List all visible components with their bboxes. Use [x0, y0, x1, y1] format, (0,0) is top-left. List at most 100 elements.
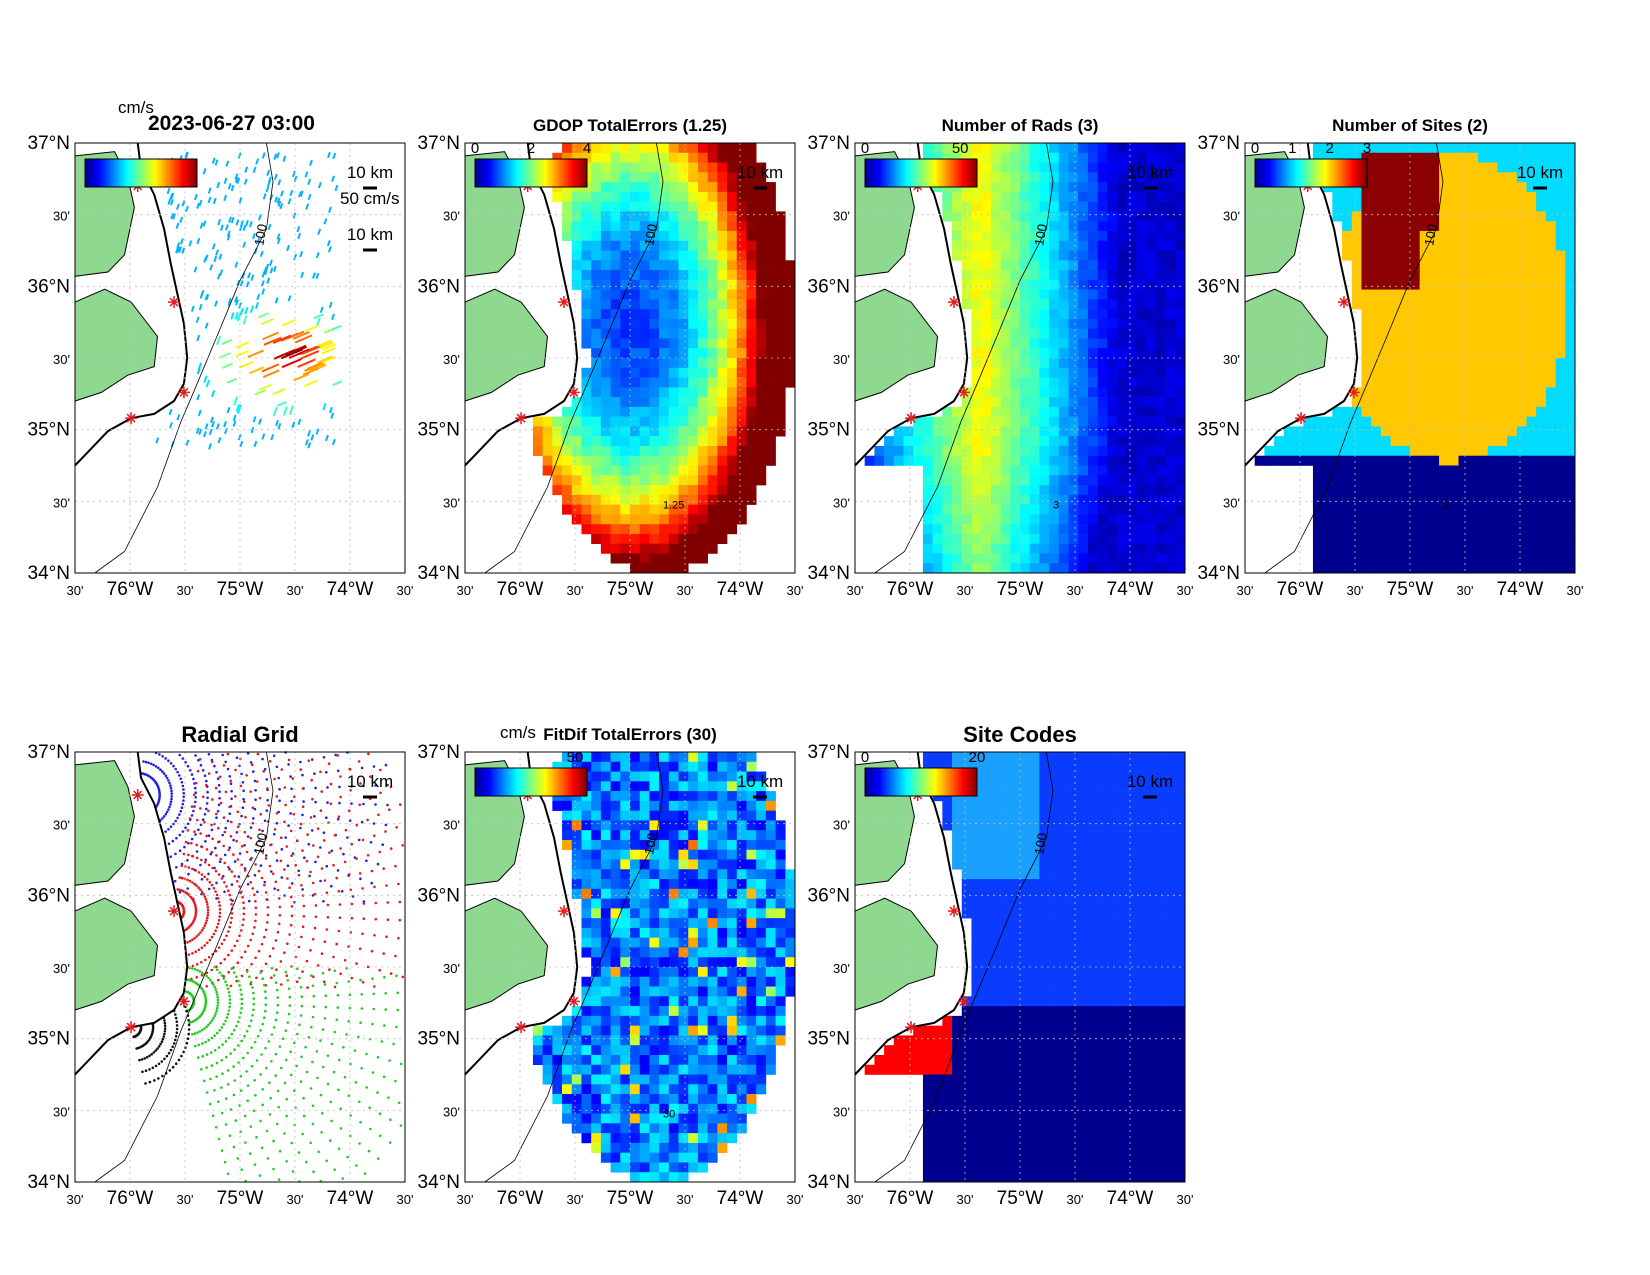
data-cell: [1555, 397, 1566, 408]
data-cell: [649, 221, 660, 232]
radial-grid-point: [306, 833, 309, 836]
data-cell: [630, 230, 641, 242]
radial-grid-point: [164, 812, 168, 816]
data-cell: [775, 348, 786, 359]
radial-grid-point: [338, 916, 342, 919]
data-cell: [639, 377, 650, 388]
site-marker-stroke: [906, 413, 916, 423]
data-cell: [1526, 152, 1537, 163]
data-cell: [630, 221, 641, 232]
data-cell: [1020, 553, 1031, 564]
data-cell: [1000, 494, 1011, 505]
data-cell: [1029, 514, 1040, 525]
data-cell: [746, 485, 757, 496]
radial-grid-point: [222, 816, 226, 819]
data-cell: [1049, 309, 1060, 320]
data-cell: [1458, 494, 1469, 505]
current-vector: [199, 222, 204, 229]
current-vector: [193, 193, 198, 201]
data-cell: [1390, 230, 1401, 242]
radial-grid-point: [277, 776, 281, 780]
radial-grid-point: [254, 919, 257, 923]
current-vector: [319, 306, 324, 314]
data-cell: [668, 485, 679, 496]
radial-grid-point: [203, 895, 207, 898]
data-cell: [1507, 358, 1518, 369]
data-cell: [707, 182, 718, 193]
data-cell: [1516, 445, 1527, 457]
data-cell: [591, 240, 602, 251]
data-cell: [1010, 514, 1021, 525]
data-cell: [1000, 485, 1011, 496]
data-cell: [1126, 445, 1137, 457]
data-cell: [630, 563, 641, 574]
data-cell: [1526, 289, 1537, 300]
radial-grid-point: [174, 819, 177, 823]
data-cell: [1497, 240, 1508, 251]
data-cell: [1068, 524, 1079, 535]
data-cell: [1477, 397, 1488, 408]
data-cell: [1419, 445, 1430, 457]
data-cell: [1097, 485, 1108, 496]
data-cell: [727, 318, 738, 329]
data-cell: [688, 182, 699, 193]
data-cell: [1565, 475, 1576, 486]
current-vector: [272, 388, 286, 396]
data-cell: [649, 485, 660, 496]
radial-grid-point: [194, 796, 197, 799]
data-cell: [1010, 182, 1021, 193]
radial-grid-point: [361, 932, 364, 936]
data-cell: [1400, 270, 1411, 281]
data-cell: [1097, 328, 1108, 339]
data-cell: [1058, 318, 1069, 329]
radial-grid-point: [385, 884, 388, 887]
data-cell: [1078, 514, 1089, 525]
data-cell: [1020, 309, 1031, 320]
radial-grid-point: [351, 895, 355, 898]
data-cell: [1439, 318, 1450, 329]
data-cell: [971, 318, 982, 329]
data-cell: [1312, 514, 1323, 525]
radial-grid-point: [369, 841, 373, 844]
data-cell: [1312, 524, 1323, 535]
data-cell: [775, 387, 786, 398]
data-cell: [1565, 367, 1576, 378]
radial-grid-point: [252, 1002, 256, 1006]
data-cell: [707, 250, 718, 261]
radial-grid-point: [330, 1042, 334, 1046]
data-cell: [1565, 504, 1576, 515]
radial-grid-point: [230, 1032, 234, 1036]
isobath-line: [94, 142, 274, 574]
radial-grid-point: [347, 1020, 351, 1023]
data-cell: [1175, 377, 1186, 388]
radial-grid-point: [218, 911, 222, 915]
data-cell: [1342, 416, 1353, 427]
current-vector: [280, 190, 284, 197]
radial-grid-point: [290, 965, 293, 968]
data-cell: [1136, 338, 1147, 349]
data-cell: [707, 455, 718, 466]
data-cell: [678, 533, 689, 544]
data-cell: [620, 172, 631, 183]
colorbar-tick-label: 0: [1251, 140, 1259, 157]
current-vector: [230, 312, 235, 320]
data-cell: [1410, 494, 1421, 505]
data-cell: [1000, 299, 1011, 310]
data-cell: [1458, 309, 1469, 320]
data-cell: [1410, 230, 1421, 242]
data-cell: [581, 201, 592, 212]
radial-grid-point: [223, 861, 226, 865]
current-vector: [198, 428, 203, 436]
data-cell: [1497, 445, 1508, 457]
radial-grid-point: [297, 945, 301, 949]
data-cell: [668, 387, 679, 398]
radial-grid-point: [203, 875, 206, 879]
data-cell: [610, 289, 621, 300]
data-cell: [1136, 201, 1147, 212]
data-cell: [1155, 465, 1166, 476]
radial-grid-point: [260, 942, 264, 946]
data-cell: [1390, 328, 1401, 339]
data-cell: [1429, 553, 1440, 564]
data-cell: [1087, 211, 1098, 222]
data-cell: [639, 172, 650, 183]
